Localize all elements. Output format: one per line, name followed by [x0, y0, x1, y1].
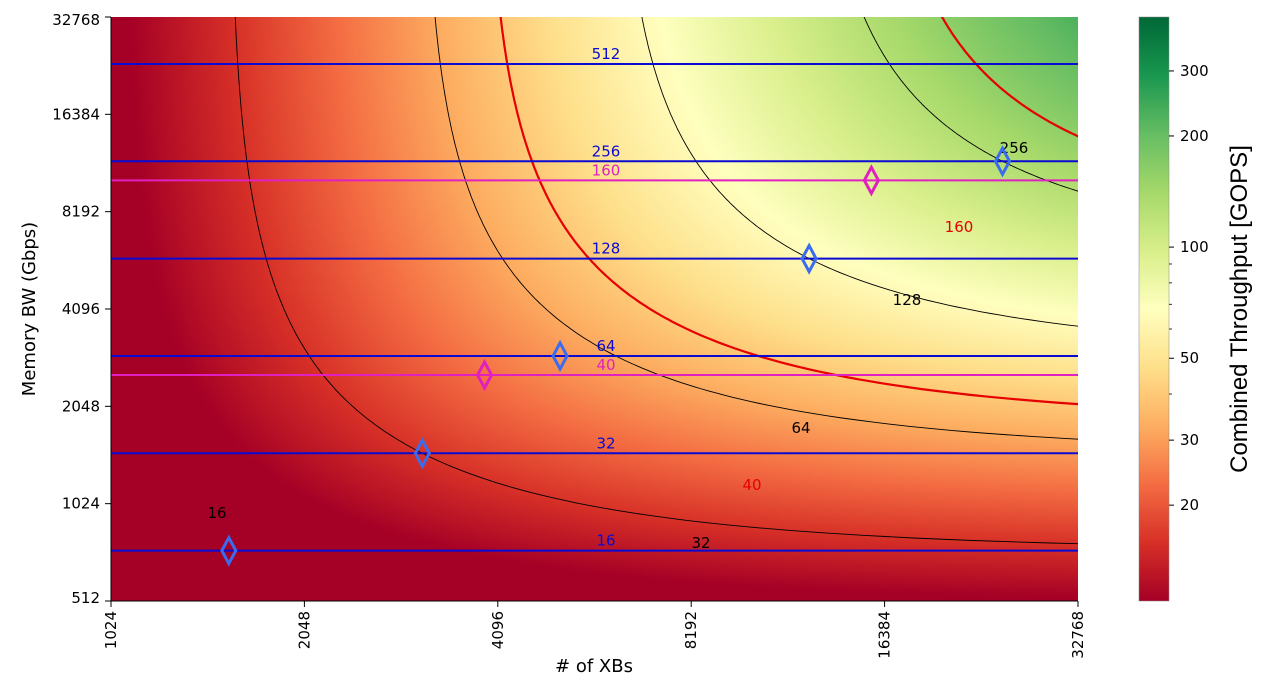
colorbar-ticks: 300 200 100 50 30 20 — [1169, 62, 1209, 514]
bw-line-label-512: 512 — [592, 45, 621, 63]
colorbar-gradient — [1139, 17, 1169, 601]
bw-line-label-40: 40 — [596, 356, 615, 374]
x-tick-label: 16384 — [876, 611, 894, 659]
colorbar-tick-label: 100 — [1180, 238, 1209, 256]
contour-label-160: 160 — [945, 218, 974, 236]
colorbar-tick-label: 50 — [1180, 349, 1199, 367]
bw-line-label-128: 128 — [592, 240, 621, 258]
contour-128 — [863, 17, 1078, 192]
contour-label-256: 256 — [1000, 139, 1029, 157]
marker-diamond-32 — [413, 437, 432, 470]
bw-line-label-16: 16 — [596, 532, 615, 550]
contour-40 — [499, 17, 1078, 406]
heatmap-image — [111, 17, 1078, 601]
bw-line-label-256: 256 — [592, 142, 621, 160]
colorbar-title: Combined Throughput [GOPS] — [1226, 145, 1253, 473]
marker-diamond-64 — [551, 339, 569, 373]
contour-label-64: 64 — [791, 419, 810, 437]
marker-diamond-40 — [475, 358, 494, 392]
y-tick-label: 2048 — [62, 397, 100, 415]
x-tick-label: 32768 — [1069, 611, 1087, 659]
contour-16 — [234, 17, 1078, 545]
y-axis: 32768 16384 8192 4096 2048 1024 512 — [52, 11, 112, 607]
heatmap-area — [111, 17, 1078, 601]
colorbar-tick-label: 300 — [1180, 62, 1209, 80]
colorbar-tick-label: 30 — [1180, 431, 1199, 449]
x-tick-label: 1024 — [102, 611, 120, 649]
colorbar-frame — [1138, 16, 1170, 602]
marker-diamond-16 — [220, 534, 238, 567]
y-axis-title: Memory BW (Gbps) — [19, 222, 40, 396]
contour-label-40: 40 — [742, 476, 761, 494]
contour-label-32: 32 — [691, 534, 710, 552]
y-tick-label: 512 — [71, 589, 100, 607]
marker-layer — [220, 145, 1012, 567]
contour-label-16: 16 — [207, 504, 226, 522]
colorbar: 300 200 100 50 30 20 — [1138, 16, 1209, 602]
colorbar-tick-label: 20 — [1180, 496, 1199, 514]
y-tick-label: 1024 — [62, 495, 100, 513]
contour-label-128: 128 — [893, 291, 922, 309]
y-tick-label: 32768 — [52, 11, 100, 29]
bw-line-label-160: 160 — [592, 161, 621, 179]
marker-diamond-256 — [993, 145, 1012, 178]
x-axis-title: # of XBs — [555, 656, 633, 677]
contour-160 — [940, 17, 1078, 138]
colorbar-tick-label: 200 — [1180, 127, 1209, 145]
bw-line-label-32: 32 — [596, 434, 615, 452]
contour-layer — [234, 17, 1078, 545]
x-tick-label: 2048 — [295, 611, 313, 649]
marker-diamond-128 — [800, 242, 818, 275]
x-tick-label: 8192 — [682, 611, 700, 649]
contour-64 — [641, 17, 1078, 327]
marker-diamond-160 — [862, 164, 881, 197]
y-tick-label: 4096 — [62, 300, 100, 318]
x-axis: 1024 2048 4096 8192 16384 32768 — [102, 600, 1087, 659]
bandwidth-line-layer — [111, 62, 1078, 552]
contour-32 — [434, 17, 1078, 440]
bw-line-label-64: 64 — [596, 337, 615, 355]
y-tick-label: 8192 — [62, 203, 100, 221]
y-tick-label: 16384 — [52, 105, 100, 123]
x-tick-label: 4096 — [489, 611, 507, 649]
